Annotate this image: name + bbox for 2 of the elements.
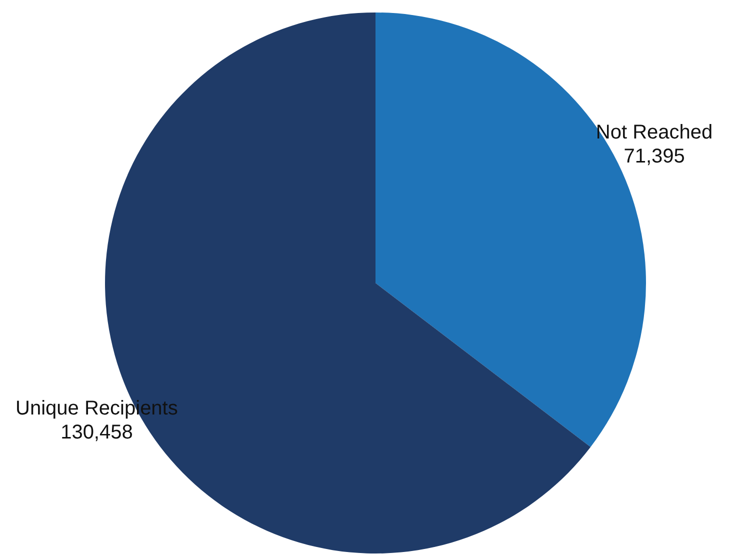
data-label: 130,458 (60, 422, 133, 444)
data-label: 71,395 (624, 146, 685, 168)
